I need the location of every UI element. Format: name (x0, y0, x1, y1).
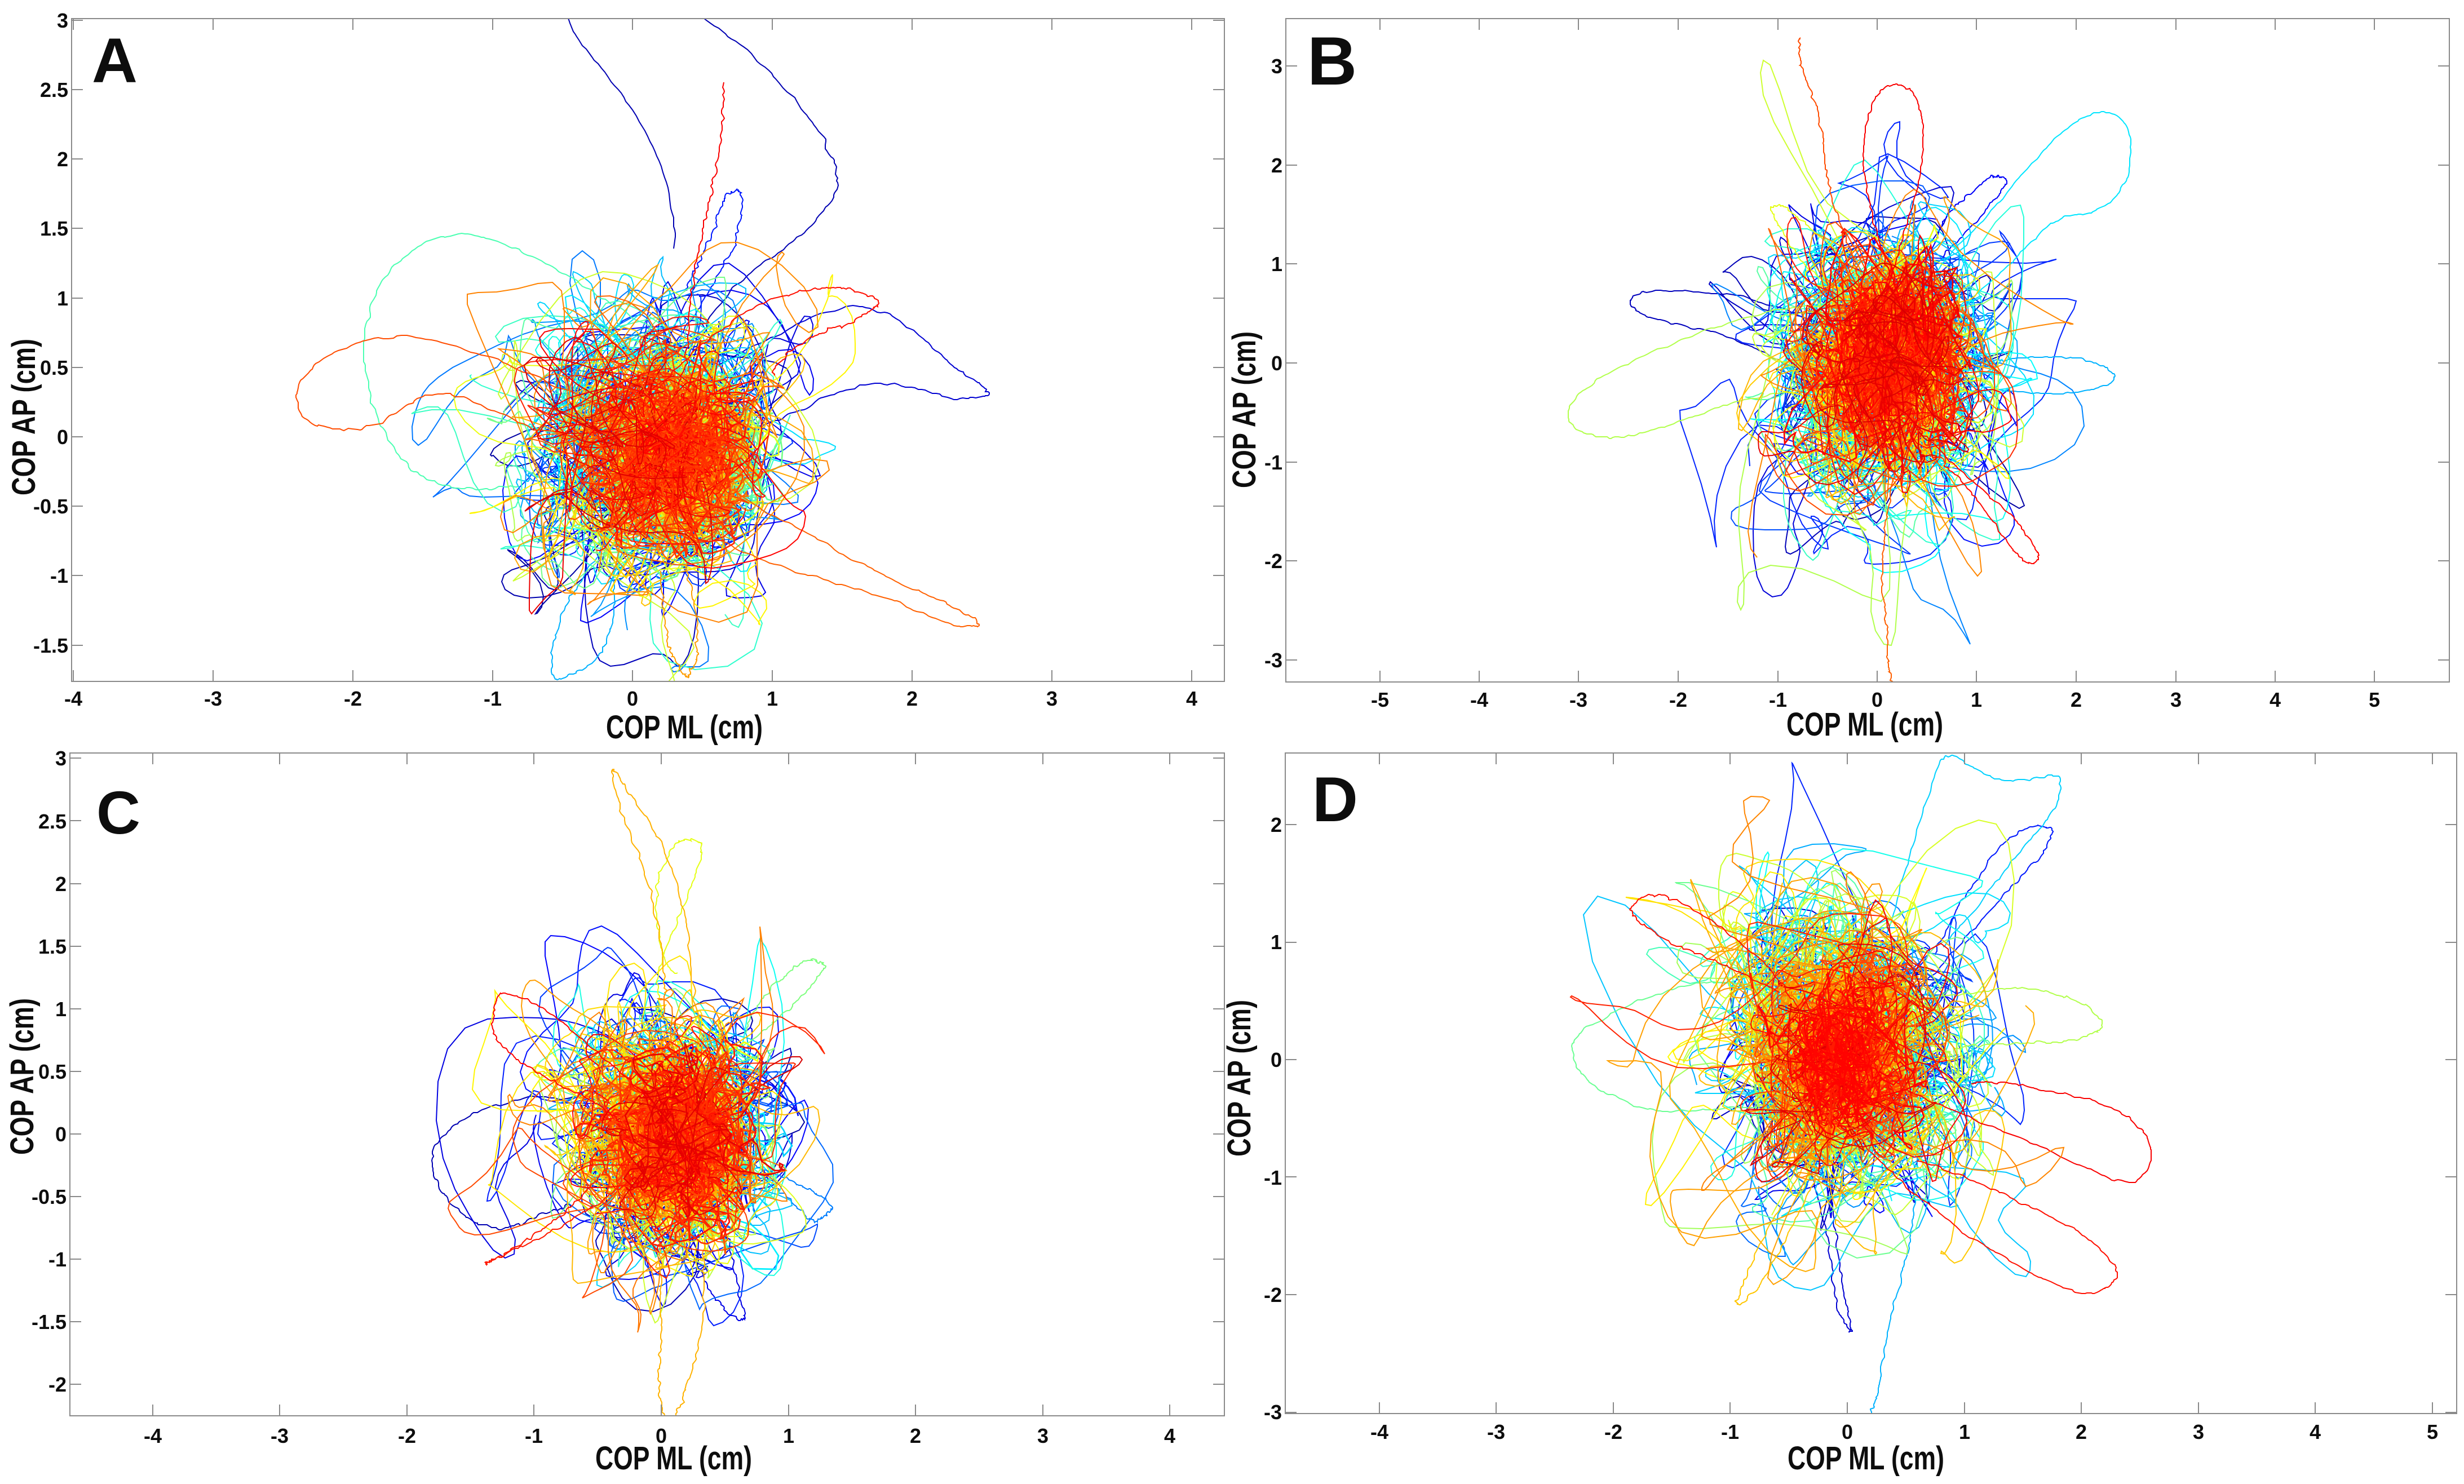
svg-text:2.5: 2.5 (38, 810, 67, 833)
svg-text:4: 4 (1164, 1424, 1175, 1447)
svg-text:-1: -1 (1264, 451, 1282, 474)
svg-text:1.5: 1.5 (38, 935, 67, 958)
svg-text:1: 1 (1271, 252, 1282, 276)
svg-text:2: 2 (57, 148, 68, 171)
svg-text:0: 0 (55, 1123, 67, 1146)
svg-text:3: 3 (1271, 55, 1282, 78)
svg-text:0.5: 0.5 (40, 356, 68, 379)
svg-text:-3: -3 (204, 687, 222, 710)
svg-text:-1.5: -1.5 (32, 1310, 67, 1334)
svg-text:-2: -2 (344, 687, 362, 710)
svg-text:5: 5 (2369, 688, 2380, 711)
svg-text:A: A (92, 25, 138, 96)
svg-text:-4: -4 (1370, 1420, 1388, 1443)
svg-text:1: 1 (783, 1424, 794, 1447)
svg-text:-4: -4 (144, 1424, 162, 1447)
svg-text:-1.5: -1.5 (33, 634, 68, 657)
svg-text:3: 3 (57, 9, 68, 32)
svg-text:1: 1 (1271, 931, 1282, 954)
svg-text:3: 3 (2170, 688, 2182, 711)
svg-text:0: 0 (1872, 688, 1883, 711)
svg-text:-2: -2 (1669, 688, 1687, 711)
svg-text:COP AP (cm): COP AP (cm) (6, 339, 42, 495)
svg-text:2: 2 (906, 687, 918, 710)
svg-text:4: 4 (2310, 1420, 2321, 1443)
svg-text:1: 1 (55, 998, 67, 1021)
svg-text:1: 1 (1959, 1420, 1970, 1443)
svg-text:5: 5 (2427, 1420, 2438, 1443)
svg-text:-3: -3 (1569, 688, 1587, 711)
svg-text:4: 4 (1186, 687, 1197, 710)
svg-text:COP AP (cm): COP AP (cm) (4, 998, 41, 1155)
svg-text:-1: -1 (1769, 688, 1787, 711)
svg-text:-3: -3 (1487, 1420, 1505, 1443)
svg-text:2.5: 2.5 (40, 78, 68, 101)
svg-text:2: 2 (1271, 813, 1282, 836)
svg-text:-2: -2 (1264, 550, 1282, 573)
svg-text:-3: -3 (271, 1424, 289, 1447)
svg-text:-3: -3 (1264, 649, 1282, 672)
svg-text:2: 2 (1271, 154, 1282, 177)
svg-text:1: 1 (767, 687, 778, 710)
svg-text:-5: -5 (1371, 688, 1389, 711)
svg-text:4: 4 (2270, 688, 2281, 711)
svg-text:2: 2 (910, 1424, 921, 1447)
svg-text:C: C (96, 778, 140, 847)
svg-text:2: 2 (2071, 688, 2082, 711)
svg-text:D: D (1312, 764, 1358, 835)
svg-text:-2: -2 (48, 1373, 67, 1396)
svg-text:-2: -2 (398, 1424, 416, 1447)
svg-text:-1: -1 (525, 1424, 543, 1447)
svg-text:-1: -1 (1264, 1166, 1282, 1189)
svg-text:0: 0 (1271, 352, 1282, 375)
svg-text:3: 3 (1046, 687, 1058, 710)
svg-text:0: 0 (656, 1424, 667, 1447)
svg-text:COP AP (cm): COP AP (cm) (1221, 1000, 1258, 1157)
svg-text:-1: -1 (50, 564, 68, 587)
svg-text:B: B (1307, 23, 1357, 99)
svg-text:-4: -4 (1470, 688, 1488, 711)
svg-text:1.5: 1.5 (40, 217, 68, 240)
svg-text:0: 0 (627, 687, 638, 710)
svg-text:2: 2 (55, 872, 67, 896)
svg-text:0: 0 (1271, 1048, 1282, 1071)
svg-text:-1: -1 (1721, 1420, 1739, 1443)
svg-text:COP ML (cm): COP ML (cm) (1786, 706, 1943, 743)
svg-text:COP ML (cm): COP ML (cm) (595, 1440, 752, 1477)
svg-text:COP AP (cm): COP AP (cm) (1226, 331, 1263, 488)
svg-text:0: 0 (57, 426, 68, 449)
svg-text:COP ML (cm): COP ML (cm) (1788, 1440, 1944, 1477)
svg-text:0: 0 (1842, 1420, 1853, 1443)
svg-text:0.5: 0.5 (38, 1060, 67, 1083)
svg-text:1: 1 (1971, 688, 1982, 711)
svg-text:3: 3 (2193, 1420, 2204, 1443)
svg-text:COP ML (cm): COP ML (cm) (606, 709, 763, 746)
svg-text:2: 2 (2076, 1420, 2087, 1443)
svg-text:-3: -3 (1264, 1401, 1282, 1424)
svg-text:3: 3 (1037, 1424, 1049, 1447)
svg-text:-4: -4 (64, 687, 82, 710)
svg-text:3: 3 (55, 747, 67, 770)
svg-text:-1: -1 (48, 1248, 67, 1271)
svg-text:-2: -2 (1264, 1283, 1282, 1306)
svg-text:-1: -1 (484, 687, 502, 710)
svg-text:-2: -2 (1604, 1420, 1622, 1443)
svg-text:1: 1 (57, 287, 68, 310)
svg-text:-0.5: -0.5 (33, 495, 68, 518)
svg-text:-0.5: -0.5 (32, 1185, 67, 1208)
